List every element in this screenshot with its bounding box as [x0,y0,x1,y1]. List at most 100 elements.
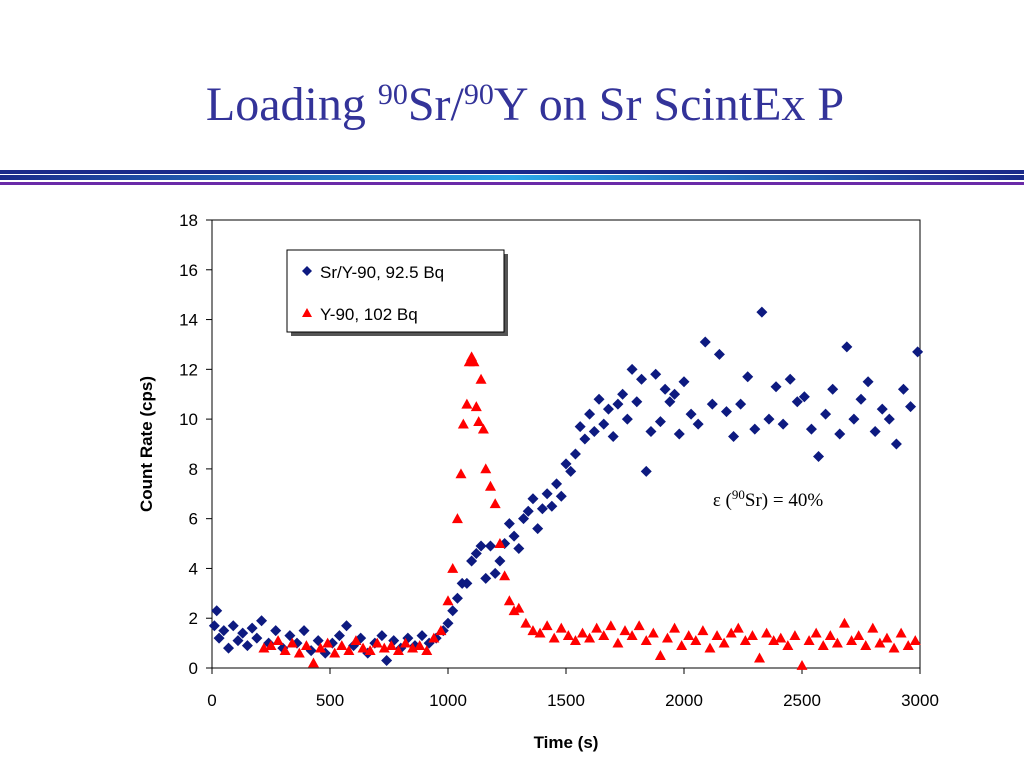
y-tick-label: 2 [189,609,198,628]
triangle-marker [336,640,348,650]
triangle-marker [746,630,758,641]
diamond-marker [241,640,253,652]
diamond-marker [246,622,258,634]
diamond-marker [232,635,244,647]
triangle-marker [803,635,815,646]
diamond-marker [791,396,803,408]
triangle-marker [293,647,305,658]
diamond-marker [381,655,393,667]
diamond-marker [508,530,520,542]
diamond-marker [376,630,388,642]
triangle-marker [385,640,397,650]
diamond-marker [706,398,718,410]
triangle-marker [534,627,546,638]
diamond-marker [720,406,732,418]
x-axis-label: Time (s) [534,733,599,752]
diamond-marker [692,418,704,430]
triangle-marker [258,642,270,653]
triangle-marker [612,637,624,648]
triangle-marker [605,620,617,631]
triangle-marker [364,645,376,655]
diamond-marker [756,306,768,318]
diamond-marker [223,642,235,654]
diamond-marker [897,383,909,395]
diamond-marker [669,388,681,400]
triangle-marker [451,513,463,524]
diamond-marker [650,368,662,380]
triangle-marker [874,637,886,648]
triangle-marker [725,627,737,638]
triangle-marker [824,630,836,641]
diamond-marker [551,478,563,490]
triangle-marker [520,617,532,628]
triangle-marker [584,632,596,643]
diamond-marker [536,503,548,515]
triangle-marker [371,637,383,648]
triangle-marker [761,627,773,638]
triangle-marker [541,620,553,631]
diamond-marker [251,632,263,644]
triangle-marker [626,630,638,641]
triangle-marker [831,637,843,648]
legend: Sr/Y-90, 92.5 Bq Y-90, 102 Bq [286,249,508,336]
triangle-marker [902,640,914,650]
triangle-marker [329,647,341,658]
diamond-marker [869,426,881,438]
triangle-marker [508,605,520,616]
diamond-marker [541,488,553,500]
triangle-marker [789,630,801,641]
superscript: 90 [464,78,494,111]
diamond-marker [237,627,249,639]
triangle-marker [392,645,404,655]
triangle-marker [307,657,319,668]
superscript: 90 [732,487,745,502]
diamond-marker [555,490,567,502]
header-rule [0,170,1024,174]
triangle-marker [640,635,652,646]
triangle-marker [548,632,560,643]
legend-box [286,249,505,333]
triangle-marker [676,640,688,650]
triangle-marker [860,640,872,650]
triangle-marker [598,630,610,641]
triangle-marker [477,423,489,434]
triangle-marker [909,635,921,646]
x-tick-label: 0 [207,691,216,710]
diamond-marker [598,418,610,430]
triangle-marker [846,635,858,646]
diamond-marker [513,543,525,555]
triangle-marker [732,622,744,633]
diamond-marker [213,632,225,644]
triangle-marker [867,622,879,633]
annotation: ε (90Sr) = 40% [713,487,823,512]
diamond-marker [451,592,463,604]
triangle-marker [494,538,506,548]
x-tick-label: 2500 [783,691,821,710]
diamond-marker [631,396,643,408]
triangle-marker [711,630,723,641]
triangle-marker [633,620,645,631]
triangle-marker [286,637,298,648]
triangle-marker [838,617,850,628]
diamond-marker [298,625,310,637]
triangle-marker [754,652,766,663]
diamond-marker [848,413,860,425]
diamond-marker [617,388,629,400]
triangle-marker [322,637,334,648]
diamond-marker [735,398,747,410]
triangle-marker [499,570,511,581]
triangle-marker [272,635,284,646]
y-tick-label: 8 [189,460,198,479]
triangle-marker [475,373,487,384]
header-rule [0,182,1024,185]
diamond-marker [841,341,853,353]
diamond-marker [685,408,697,420]
diamond-marker [256,615,268,627]
triangle-marker [302,308,312,317]
triangle-marker [775,632,787,643]
diamond-marker [912,346,924,358]
triangle-marker [619,625,631,636]
triangle-marker [265,640,277,650]
diamond-marker [673,428,685,440]
triangle-marker [473,416,485,426]
